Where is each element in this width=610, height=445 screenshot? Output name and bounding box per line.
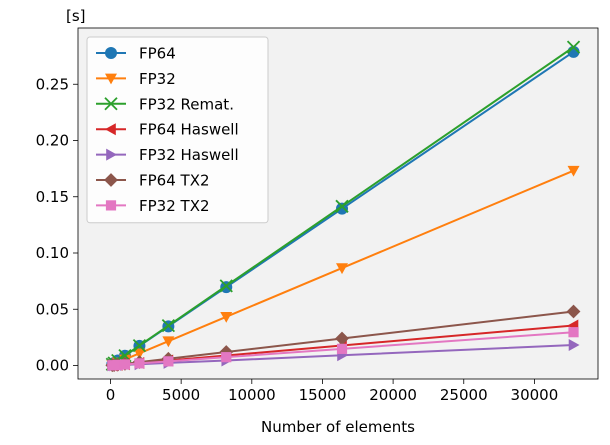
legend-item: FP32 — [96, 70, 176, 88]
series-fp32-tx2 — [107, 327, 579, 371]
data-point — [133, 348, 146, 360]
legend: FP64 FP32 FP32 Remat. FP64 Haswell FP32 Hasw… — [86, 36, 269, 224]
data-point — [220, 311, 233, 323]
x-tick-label: 30000 — [511, 386, 559, 404]
legend-item: FP64 — [96, 45, 176, 63]
x-axis: 0 5000 10000 15000 20000 25000 30000 — [106, 379, 559, 404]
y-tick-label: 0.15 — [36, 188, 69, 206]
data-point — [221, 352, 232, 363]
y-axis: 0.00 0.05 0.10 0.15 0.20 0.25 — [36, 75, 78, 375]
data-point — [163, 356, 174, 367]
legend-marker — [104, 97, 118, 111]
legend-label: FP32 — [139, 70, 176, 88]
y-axis-label: [s] — [66, 7, 86, 25]
y-tick-label: 0.20 — [36, 132, 69, 150]
data-point — [335, 331, 349, 346]
x-axis-label: Number of elements — [261, 418, 415, 436]
data-point — [219, 279, 233, 293]
legend-marker — [105, 200, 117, 211]
y-tick-label: 0.00 — [36, 357, 69, 375]
legend-label: FP32 Remat. — [139, 95, 234, 113]
x-tick-label: 0 — [106, 386, 116, 404]
x-tick-label: 5000 — [162, 386, 200, 404]
data-point — [335, 199, 349, 213]
legend-item: FP32 TX2 — [96, 197, 210, 215]
data-point — [336, 263, 349, 275]
legend-marker — [105, 123, 116, 136]
legend-item: FP64 Haswell — [96, 121, 239, 139]
legend-marker — [106, 148, 117, 161]
x-tick-label: 10000 — [228, 386, 276, 404]
legend-item: FP32 Remat. — [96, 95, 234, 113]
legend-label: FP32 TX2 — [139, 197, 210, 215]
legend-label: FP64 Haswell — [139, 121, 239, 139]
data-point — [566, 40, 581, 54]
series-layer — [105, 40, 581, 373]
data-point — [567, 165, 580, 177]
legend-label: FP64 TX2 — [139, 172, 210, 190]
legend-label: FP64 — [139, 45, 176, 63]
legend-marker — [105, 73, 117, 85]
x-tick-label: 15000 — [299, 386, 347, 404]
data-point — [112, 359, 123, 371]
legend-item: FP64 TX2 — [96, 172, 210, 190]
data-point — [161, 319, 176, 333]
y-tick-label: 0.10 — [36, 244, 69, 262]
data-point — [134, 358, 145, 369]
legend-item: FP32 Haswell — [96, 146, 239, 164]
x-tick-label: 20000 — [369, 386, 417, 404]
data-point — [219, 345, 234, 359]
data-point — [568, 339, 580, 352]
legend-marker — [104, 173, 118, 187]
data-point — [119, 359, 131, 370]
y-tick-label: 0.05 — [36, 300, 69, 318]
legend-box — [86, 36, 269, 224]
data-point — [162, 336, 175, 348]
data-point — [336, 343, 348, 354]
y-tick-label: 0.25 — [36, 75, 69, 93]
data-point — [566, 304, 581, 319]
data-point — [336, 202, 349, 215]
data-point — [568, 327, 579, 338]
data-point — [132, 338, 147, 353]
legend-marker — [105, 47, 117, 59]
x-tick-label: 25000 — [440, 386, 488, 404]
legend-label: FP32 Haswell — [139, 146, 239, 164]
